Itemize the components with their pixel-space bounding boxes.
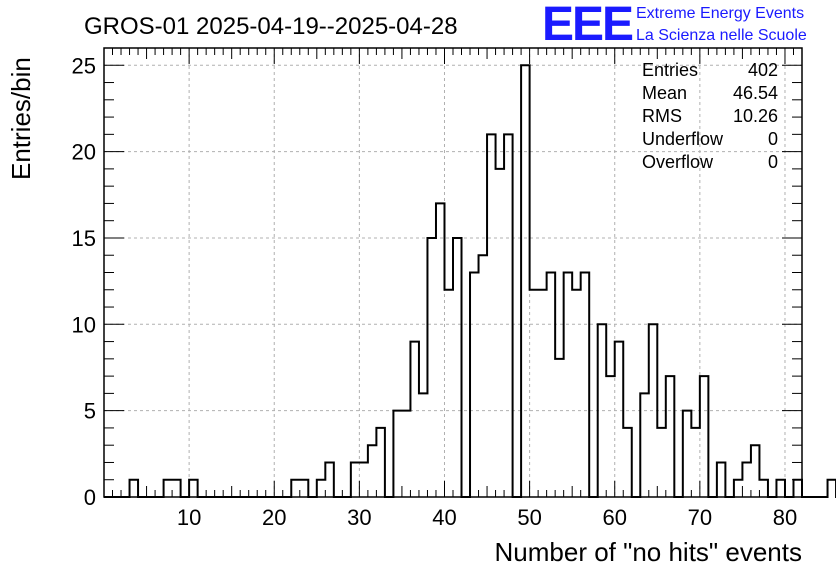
stats-box: Entries 402 Mean 46.54 RMS 10.26 Underflow 0 Ove… — [642, 60, 778, 172]
histogram-bin — [640, 393, 649, 497]
x-tick-label: 40 — [432, 505, 456, 530]
histogram-bin — [130, 480, 139, 497]
x-tick-label: 50 — [517, 505, 541, 530]
stats-value: 0 — [768, 152, 778, 172]
stats-label: RMS — [642, 106, 682, 126]
histogram-bin — [581, 273, 590, 498]
histogram-bin — [419, 393, 428, 497]
histogram-bin — [717, 462, 726, 497]
histogram-bin — [530, 290, 539, 497]
histogram-bin — [496, 169, 505, 497]
stats-value: 10.26 — [733, 106, 778, 126]
histogram-bin — [479, 255, 488, 497]
histogram-bin — [410, 342, 419, 497]
x-tick-label: 70 — [688, 505, 712, 530]
histogram-bin — [657, 428, 666, 497]
stats-value: 46.54 — [733, 83, 778, 103]
histogram-bin — [300, 480, 309, 497]
histogram-bin — [742, 462, 751, 497]
x-tick-label: 10 — [177, 505, 201, 530]
histogram-bin — [172, 480, 181, 497]
histogram-bin — [615, 342, 624, 497]
eee-logo-text: EEE — [542, 0, 633, 51]
histogram-bin — [623, 428, 632, 497]
histogram-bin — [828, 480, 836, 497]
stats-label: Entries — [642, 60, 698, 80]
histogram-bin — [666, 376, 675, 497]
histogram-bars — [104, 64, 836, 498]
histogram-bin — [700, 376, 709, 497]
y-tick-label: 25 — [72, 53, 96, 78]
histogram-bin — [751, 445, 760, 497]
histogram-outline — [104, 64, 836, 498]
histogram-bin — [164, 480, 173, 497]
histogram-bin — [547, 273, 556, 498]
chart-title: GROS-01 2025-04-19--2025-04-28 — [84, 13, 458, 40]
histogram-bin — [504, 134, 513, 497]
y-axis-title: Entries/bin — [6, 57, 36, 180]
histogram-bin — [453, 238, 462, 497]
histogram-bin — [487, 134, 496, 497]
x-tick-label: 60 — [602, 505, 626, 530]
stats-value: 402 — [748, 60, 778, 80]
y-tick-label: 20 — [72, 140, 96, 165]
eee-logo: EEE Extreme Energy Events La Scienza nel… — [542, 0, 807, 51]
histogram-bin — [691, 428, 700, 497]
histogram-bin — [470, 273, 479, 498]
histogram-bin — [606, 376, 615, 497]
y-tick-label: 15 — [72, 226, 96, 251]
y-tick-label: 10 — [72, 312, 96, 337]
y-tick-label: 5 — [84, 399, 96, 424]
histogram-bin — [436, 203, 445, 497]
histogram-bin — [776, 480, 785, 497]
stats-label: Underflow — [642, 129, 724, 149]
histogram-bin — [538, 290, 547, 497]
histogram-bin — [444, 290, 453, 497]
histogram-bin — [427, 238, 436, 497]
stats-label: Mean — [642, 83, 687, 103]
brand-line-2: La Scienza nelle Scuole — [636, 27, 807, 44]
histogram-bin — [793, 480, 802, 497]
x-tick-label: 20 — [262, 505, 286, 530]
axes — [103, 47, 803, 498]
histogram-bin — [359, 462, 368, 497]
histogram-bin — [683, 411, 692, 497]
histogram-bin — [368, 445, 377, 497]
x-axis-title: Number of "no hits" events — [495, 537, 803, 567]
tick-labels: 10 20 30 40 50 60 70 80 0 5 10 15 20 25 — [72, 53, 798, 530]
x-tick-label: 80 — [773, 505, 797, 530]
histogram-bin — [572, 290, 581, 497]
histogram-bin — [521, 65, 530, 497]
stats-label: Overflow — [642, 152, 714, 172]
histogram-bin — [317, 480, 326, 497]
x-tick-label: 30 — [347, 505, 371, 530]
histogram-bin — [734, 480, 743, 497]
histogram-bin — [393, 411, 402, 497]
histogram-bin — [291, 480, 300, 497]
histogram-bin — [564, 273, 573, 498]
brand-line-1: Extreme Energy Events — [636, 5, 804, 22]
stats-value: 0 — [768, 129, 778, 149]
histogram-bin — [555, 359, 564, 497]
histogram-bin — [325, 462, 334, 497]
y-tick-label: 0 — [84, 485, 96, 510]
histogram-bin — [402, 411, 411, 497]
histogram-bin — [376, 428, 385, 497]
histogram-bin — [351, 462, 360, 497]
histogram-bin — [759, 480, 768, 497]
histogram-bin — [189, 480, 198, 497]
